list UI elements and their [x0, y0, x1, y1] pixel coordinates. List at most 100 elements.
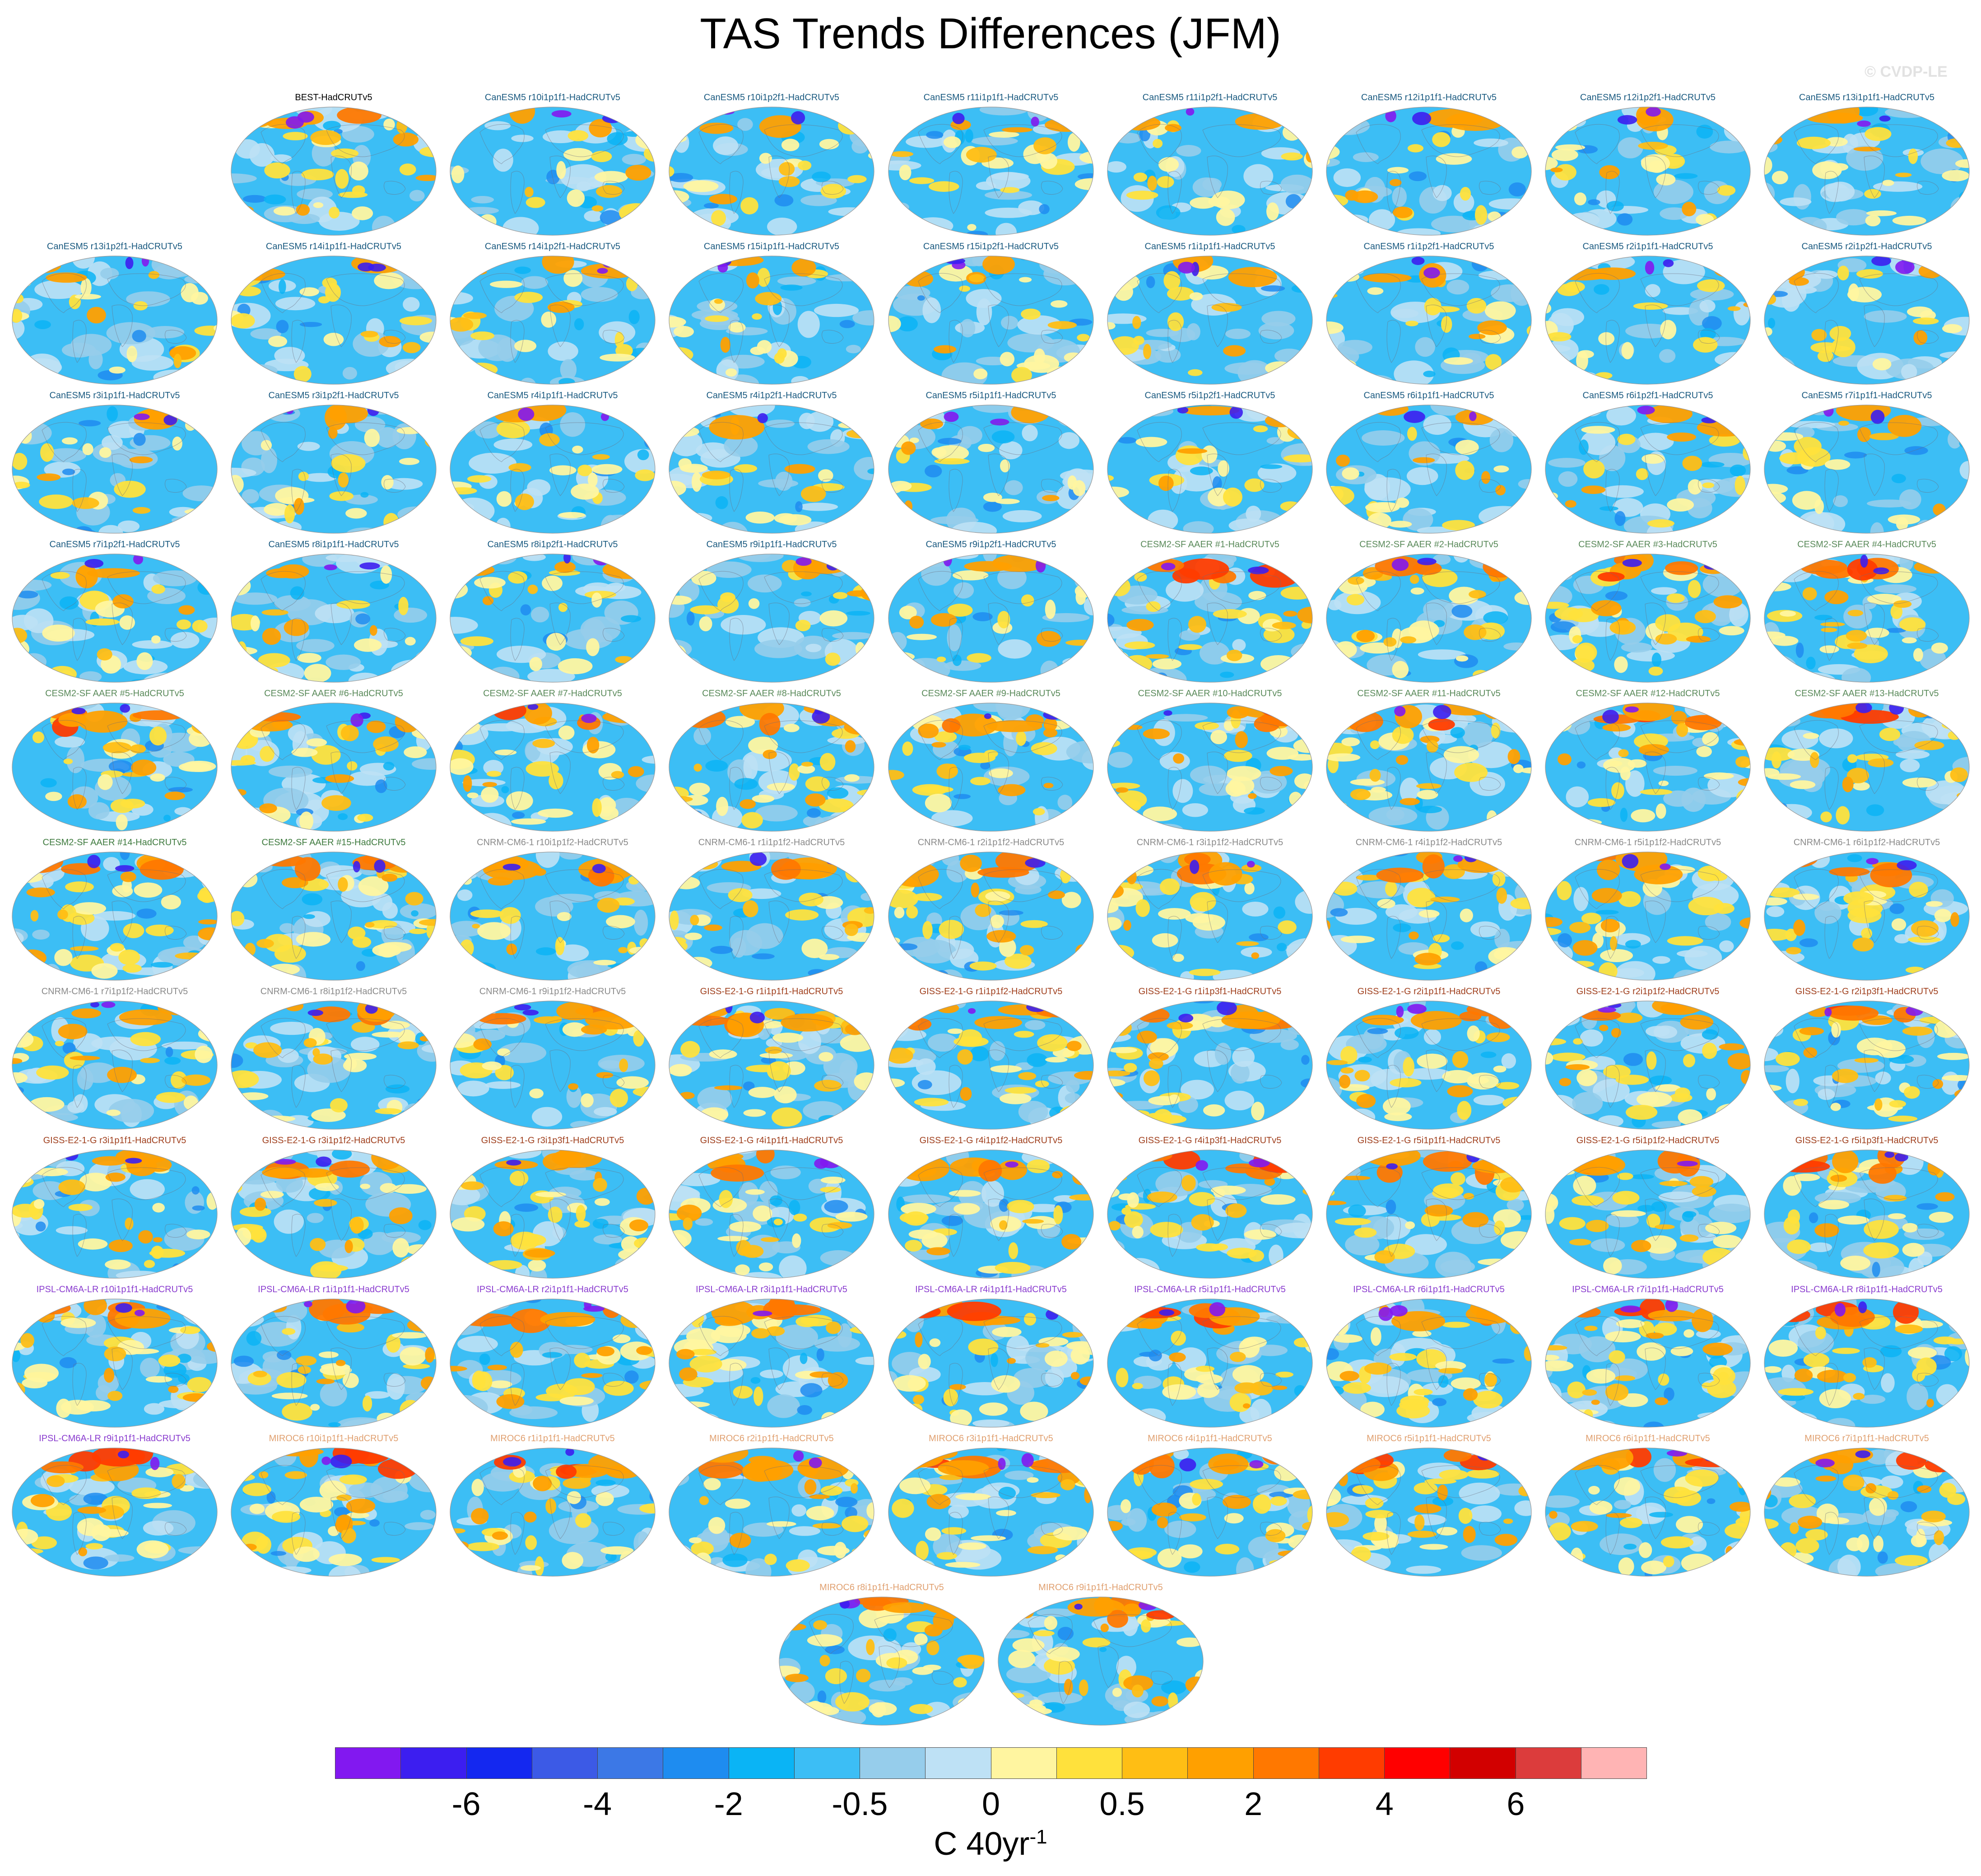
panel-title: IPSL-CM6A-LR r3i1p1f1-HadCRUTv5	[696, 1285, 847, 1294]
global-map	[231, 256, 437, 385]
map-panel: CanESM5 r6i1p1f1-HadCRUTv5	[1321, 391, 1537, 540]
colorbar-tick-label: 0.5	[1099, 1786, 1145, 1822]
global-map	[1326, 1299, 1532, 1428]
panel-title: CanESM5 r7i1p1f1-HadCRUTv5	[1801, 391, 1932, 400]
global-map	[231, 1299, 437, 1428]
figure-title: TAS Trends Differences (JFM)	[700, 9, 1281, 58]
panel-title: CanESM5 r4i1p2f1-HadCRUTv5	[706, 391, 837, 400]
global-map	[1545, 852, 1751, 981]
global-map	[669, 1001, 874, 1130]
map-panel: MIROC6 r2i1p1f1-HadCRUTv5	[663, 1434, 880, 1583]
panel-title: CanESM5 r3i1p1f1-HadCRUTv5	[49, 391, 180, 400]
map-panel: CanESM5 r3i1p1f1-HadCRUTv5	[6, 391, 223, 540]
global-map	[231, 554, 437, 683]
global-map	[1326, 107, 1532, 236]
global-map	[669, 703, 874, 832]
map-panel: CanESM5 r11i1p1f1-HadCRUTv5	[883, 93, 1099, 242]
map-panel: CNRM-CM6-1 r7i1p1f2-HadCRUTv5	[6, 987, 223, 1136]
global-map	[1545, 107, 1751, 236]
global-map	[1545, 1150, 1751, 1279]
map-panel: MIROC6 r8i1p1f1-HadCRUTv5	[773, 1583, 990, 1732]
colorbar-swatch	[532, 1748, 598, 1778]
panel-title: CanESM5 r11i1p1f1-HadCRUTv5	[923, 93, 1059, 102]
colorbar-tick-label: 2	[1244, 1786, 1263, 1822]
global-map	[450, 107, 656, 236]
panel-title: CanESM5 r7i1p2f1-HadCRUTv5	[49, 540, 180, 549]
map-panel: CanESM5 r5i1p2f1-HadCRUTv5	[1102, 391, 1318, 540]
map-panel: CanESM5 r5i1p1f1-HadCRUTv5	[883, 391, 1099, 540]
colorbar-swatch	[466, 1748, 532, 1778]
map-panel: CanESM5 r14i1p1f1-HadCRUTv5	[225, 242, 442, 391]
map-panel: CanESM5 r4i1p1f1-HadCRUTv5	[444, 391, 661, 540]
global-map	[231, 405, 437, 534]
colorbar-tick-label: 4	[1375, 1786, 1394, 1822]
global-map	[1545, 1448, 1751, 1577]
panel-title: CanESM5 r6i1p1f1-HadCRUTv5	[1363, 391, 1494, 400]
map-panel: CanESM5 r7i1p2f1-HadCRUTv5	[6, 540, 223, 689]
map-panel: CanESM5 r7i1p1f1-HadCRUTv5	[1758, 391, 1975, 540]
global-map	[231, 1150, 437, 1279]
global-map	[1326, 1448, 1532, 1577]
panel-title: CanESM5 r13i1p2f1-HadCRUTv5	[47, 242, 183, 251]
map-panel: CESM2-SF AAER #1-HadCRUTv5	[1102, 540, 1318, 689]
global-map	[1764, 852, 1970, 981]
colorbar-tick-label: 0	[981, 1786, 1000, 1822]
map-panel: MIROC6 r10i1p1f1-HadCRUTv5	[225, 1434, 442, 1583]
map-panel: GISS-E2-1-G r1i1p1f1-HadCRUTv5	[663, 987, 880, 1136]
panel-title: IPSL-CM6A-LR r2i1p1f1-HadCRUTv5	[477, 1285, 628, 1294]
global-map	[450, 554, 656, 683]
panel-title: CNRM-CM6-1 r6i1p1f2-HadCRUTv5	[1793, 838, 1940, 847]
panel-title: CESM2-SF AAER #11-HadCRUTv5	[1357, 689, 1501, 698]
global-map	[888, 1001, 1094, 1130]
map-panel: CanESM5 r6i1p2f1-HadCRUTv5	[1539, 391, 1756, 540]
colorbar-swatch	[794, 1748, 860, 1778]
global-map	[231, 852, 437, 981]
map-panel: CanESM5 r1i1p1f1-HadCRUTv5	[1102, 242, 1318, 391]
map-panel: GISS-E2-1-G r3i1p3f1-HadCRUTv5	[444, 1136, 661, 1285]
global-map	[779, 1597, 985, 1726]
global-map	[12, 1448, 218, 1577]
global-map	[12, 554, 218, 683]
panel-title: CanESM5 r9i1p2f1-HadCRUTv5	[925, 540, 1056, 549]
map-panel: CNRM-CM6-1 r6i1p1f2-HadCRUTv5	[1758, 838, 1975, 987]
colorbar-swatch	[1516, 1748, 1581, 1778]
map-panel: CanESM5 r10i1p1f1-HadCRUTv5	[444, 93, 661, 242]
global-map	[1764, 1150, 1970, 1279]
map-panel: CanESM5 r14i1p2f1-HadCRUTv5	[444, 242, 661, 391]
panel-title: GISS-E2-1-G r4i1p1f2-HadCRUTv5	[919, 1136, 1063, 1145]
panel-title: CESM2-SF AAER #12-HadCRUTv5	[1576, 689, 1720, 698]
map-panel: CNRM-CM6-1 r5i1p1f2-HadCRUTv5	[1539, 838, 1756, 987]
map-panel: CNRM-CM6-1 r3i1p1f2-HadCRUTv5	[1102, 838, 1318, 987]
colorbar-swatch	[991, 1748, 1057, 1778]
global-map	[12, 852, 218, 981]
global-map	[450, 1001, 656, 1130]
global-map	[1107, 1001, 1313, 1130]
map-panel: CESM2-SF AAER #4-HadCRUTv5	[1758, 540, 1975, 689]
global-map	[669, 405, 874, 534]
panel-title: MIROC6 r9i1p1f1-HadCRUTv5	[1038, 1583, 1163, 1592]
global-map	[450, 405, 656, 534]
panel-title: CESM2-SF AAER #2-HadCRUTv5	[1359, 540, 1498, 549]
panel-title: GISS-E2-1-G r5i1p3f1-HadCRUTv5	[1795, 1136, 1939, 1145]
panel-title: CanESM5 r12i1p2f1-HadCRUTv5	[1580, 93, 1716, 102]
map-panel: IPSL-CM6A-LR r9i1p1f1-HadCRUTv5	[6, 1434, 223, 1583]
map-panel: IPSL-CM6A-LR r3i1p1f1-HadCRUTv5	[663, 1285, 880, 1434]
panel-title: CanESM5 r10i1p2f1-HadCRUTv5	[703, 93, 840, 102]
panel-title: CNRM-CM6-1 r5i1p1f2-HadCRUTv5	[1574, 838, 1721, 847]
map-panel: CESM2-SF AAER #5-HadCRUTv5	[6, 689, 223, 838]
map-panel: MIROC6 r9i1p1f1-HadCRUTv5	[992, 1583, 1209, 1732]
map-panel: GISS-E2-1-G r2i1p1f1-HadCRUTv5	[1321, 987, 1537, 1136]
map-panel: IPSL-CM6A-LR r7i1p1f1-HadCRUTv5	[1539, 1285, 1756, 1434]
map-panel: CanESM5 r11i1p2f1-HadCRUTv5	[1102, 93, 1318, 242]
panel-title: IPSL-CM6A-LR r9i1p1f1-HadCRUTv5	[39, 1434, 191, 1443]
global-map	[1326, 1150, 1532, 1279]
map-panel: IPSL-CM6A-LR r6i1p1f1-HadCRUTv5	[1321, 1285, 1537, 1434]
copyright-watermark: © CVDP-LE	[1865, 63, 1948, 80]
panel-title: CESM2-SF AAER #5-HadCRUTv5	[45, 689, 184, 698]
global-map	[1764, 554, 1970, 683]
panel-title: CESM2-SF AAER #9-HadCRUTv5	[921, 689, 1060, 698]
colorbar-tick-label: -0.5	[832, 1786, 888, 1822]
panel-title: GISS-E2-1-G r3i1p1f2-HadCRUTv5	[262, 1136, 405, 1145]
panel-title: GISS-E2-1-G r4i1p1f1-HadCRUTv5	[700, 1136, 843, 1145]
map-panel: CanESM5 r1i1p2f1-HadCRUTv5	[1321, 242, 1537, 391]
